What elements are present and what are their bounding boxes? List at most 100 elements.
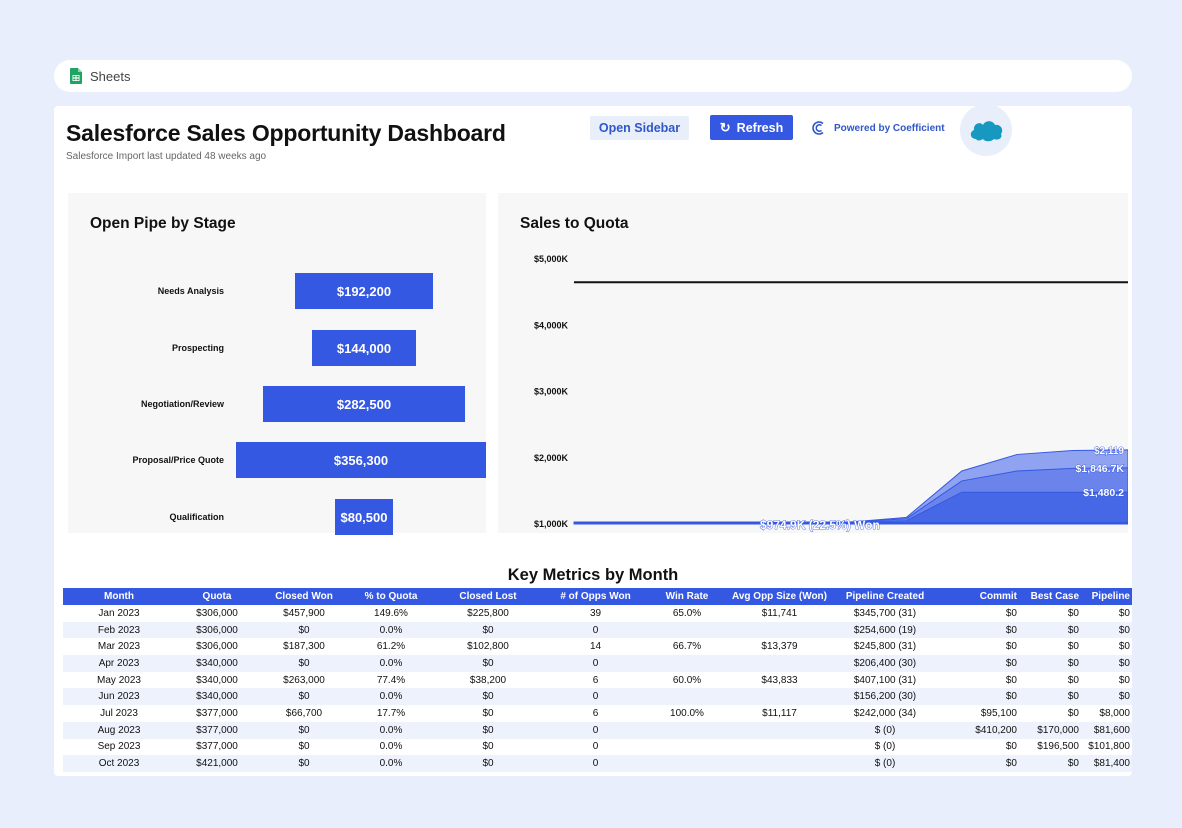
table-cell: $ (0) (833, 755, 937, 772)
table-cell: $0 (259, 621, 349, 639)
table-cell: $457,900 (283, 607, 325, 619)
open-pipe-title: Open Pipe by Stage (90, 215, 236, 232)
area-annotation: $974.9K (22.5%) Won (760, 518, 880, 532)
table-cell: $0 (482, 707, 494, 719)
table-cell: $0 (937, 755, 1019, 772)
table-row: Aug 2023 $377,000 $0 0.0% $0 0 $ (0) $410,200 $1… (63, 721, 1132, 739)
key-metrics-table: Month Quota Closed Won% to Quota Closed Los… (63, 588, 1132, 772)
table-cell: $242,000 (34) (853, 707, 917, 719)
table-cell: Jan 2023 (98, 607, 140, 619)
stage-bar: $192,200 (294, 273, 434, 309)
table-cell: $38,200 (469, 674, 507, 686)
stage-bar: $282,500 (262, 386, 466, 422)
table-cell: Oct 2023 (63, 755, 175, 772)
table-cell: $0 (433, 655, 543, 672)
stage-label: Needs Analysis (157, 286, 224, 296)
stage-label: Prospecting (171, 343, 224, 353)
table-cell: $345,700 (31) (853, 607, 917, 619)
app-name: Sheets (90, 68, 131, 84)
table-cell: $170,000 (1019, 721, 1081, 739)
table-cell: 6 (592, 674, 599, 686)
table-cell: $0 (937, 621, 1019, 639)
table-cell (726, 621, 833, 639)
y-tick-label: $4,000K (534, 320, 569, 330)
column-header: Quota (175, 588, 259, 605)
table-cell: $0 (937, 688, 1019, 706)
table-cell: $0 (482, 741, 494, 753)
open-sidebar-button[interactable]: Open Sidebar (590, 116, 689, 140)
table-cell: $11,117 (762, 707, 797, 719)
salesforce-cloud-icon (970, 121, 1003, 142)
table-cell: $0 (1067, 707, 1079, 719)
open-pipe-panel: Open Pipe by Stage Needs Analysis $192,20… (68, 193, 486, 535)
table-cell: Mar 2023 (97, 641, 141, 653)
table-cell: $0 (433, 721, 543, 739)
table-cell: $95,100 (980, 707, 1017, 719)
table-cell: 14 (589, 641, 602, 653)
table-cell: 149.6% (374, 607, 408, 619)
table-cell: $0 (1118, 607, 1130, 619)
stage-label: Proposal/Price Quote (132, 455, 224, 465)
table-cell: $187,300 (283, 641, 325, 653)
table-cell: $8,000 (1099, 707, 1130, 719)
table-cell: 0 (543, 721, 648, 739)
column-header: # of Opps Won (543, 588, 648, 605)
table-cell: 0 (592, 741, 599, 753)
table-cell: $43,833 (761, 674, 798, 686)
powered-by-text: Powered by Coefficient (834, 122, 945, 134)
table-cell: $0 (1005, 741, 1017, 753)
stage-bar: $144,000 (312, 330, 416, 366)
dashboard-sheet: Salesforce Sales Opportunity Dashboard S… (54, 106, 1132, 776)
column-header: Pipeline (1081, 588, 1132, 605)
table-cell: Aug 2023 (63, 721, 175, 739)
table-cell (648, 755, 726, 772)
table-cell: 17.7% (376, 707, 406, 719)
table-row: Sep 2023 $377,000 $0 0.0% $0 0 $ (0) $0 $196,500… (63, 739, 1132, 756)
table-cell: 0 (543, 755, 648, 772)
y-tick-label: $5,000K (534, 254, 569, 264)
table-cell: $407,100 (31) (853, 674, 917, 686)
table-cell: $81,600 (1081, 721, 1132, 739)
table-cell: $340,000 (175, 655, 259, 672)
sales-to-quota-chart: $5,000K $4,000K $3,000K $2,000K $1,000K $2,11… (534, 254, 1128, 532)
table-cell: $0 (1067, 674, 1079, 686)
table-row: Oct 2023 $421,000 $0 0.0% $0 0 $ (0) $0 $0 $81,40… (63, 755, 1132, 772)
table-cell: $245,800 (31) (853, 641, 917, 653)
table-cell: 0 (543, 688, 648, 706)
table-cell: $0 (1019, 688, 1081, 706)
table-row: Jun 2023 $340,000 $0 0.0% $0 0 $156,200 (30) $0… (63, 688, 1132, 706)
table-cell: 39 (589, 607, 602, 619)
column-header: Closed Lost (433, 588, 543, 605)
y-tick-label: $3,000K (534, 387, 569, 397)
table-cell: $377,000 (175, 721, 259, 739)
page-title: Salesforce Sales Opportunity Dashboard (66, 120, 506, 146)
table-cell: Jun 2023 (63, 688, 175, 706)
table-cell: $0 (1081, 621, 1132, 639)
powered-by-link[interactable]: Powered by Coefficient (811, 120, 945, 136)
table-cell: $0 (259, 721, 349, 739)
table-cell: 0.0% (349, 621, 433, 639)
table-cell: 66.7% (672, 641, 702, 653)
table-cell: $0 (1081, 655, 1132, 672)
table-cell (648, 688, 726, 706)
table-cell: $0 (1081, 688, 1132, 706)
table-cell (726, 755, 833, 772)
last-updated-text: Salesforce Import last updated 48 weeks … (66, 151, 267, 162)
stage-label: Qualification (169, 512, 224, 522)
table-cell: $0 (1005, 641, 1017, 653)
key-metrics-title: Key Metrics by Month (507, 566, 679, 584)
table-cell (648, 721, 726, 739)
refresh-button[interactable]: ↻ Refresh (710, 115, 793, 140)
table-cell: $0 (259, 655, 349, 672)
table-cell: 0.0% (349, 655, 433, 672)
y-tick-label: $1,000K (534, 519, 569, 529)
sales-to-quota-title: Sales to Quota (520, 215, 629, 232)
table-cell: $377,000 (196, 741, 238, 753)
table-cell: $0 (1019, 621, 1081, 639)
table-cell: $102,800 (467, 641, 509, 653)
table-row: Mar 2023 $306,000 $187,300 61.2% $102,800 14 6… (63, 638, 1132, 655)
table-cell: 0 (543, 655, 648, 672)
table-cell: $0 (1118, 641, 1130, 653)
column-header: Avg Opp Size (Won) (726, 588, 833, 605)
table-cell: 0.0% (379, 741, 403, 753)
